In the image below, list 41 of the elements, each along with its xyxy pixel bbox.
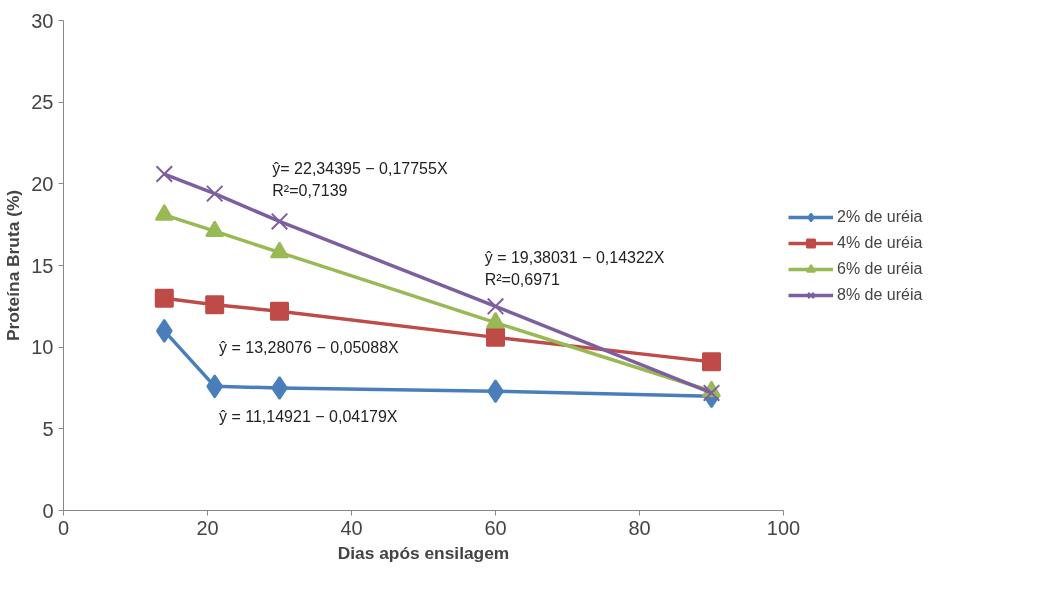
y-tick-label: 0 [42, 499, 54, 522]
point [155, 165, 174, 183]
annotation: R²=0,6971 [484, 270, 560, 288]
annotation: ŷ = 13,28076 − 0,05088X [219, 339, 400, 357]
legend-label: 6% de uréia [837, 260, 923, 278]
point [486, 297, 505, 316]
point [155, 318, 173, 343]
point [154, 288, 174, 308]
annotation: ŷ = 11,14921 − 0,04179X [219, 407, 398, 425]
legend-label: 2% de uréia [837, 208, 923, 226]
legend-label: 4% de uréia [837, 234, 923, 252]
point [270, 301, 289, 321]
y-tick-label: 30 [31, 9, 54, 32]
x-tick-label: 100 [766, 516, 801, 539]
point [154, 204, 174, 221]
annotation: ŷ = 19,38031 − 0,14322X [484, 248, 665, 266]
point [205, 220, 225, 238]
point [270, 212, 289, 231]
x-tick-label: 60 [484, 516, 507, 539]
x-tick-label: 40 [340, 516, 363, 539]
x-tick-label: 0 [57, 516, 70, 539]
point [702, 352, 721, 372]
y-tick-label: 25 [31, 91, 54, 114]
x-tick-label: 20 [196, 516, 219, 539]
y-axis-title: Proteína Bruta (%) [3, 189, 24, 342]
point [206, 374, 224, 399]
point [205, 184, 224, 203]
y-tick-label: 15 [31, 254, 54, 277]
y-tick-label: 10 [31, 336, 54, 359]
y-tick-label: 5 [42, 417, 54, 440]
point [205, 295, 225, 315]
point [270, 241, 289, 259]
x-axis-title: Dias após ensilagem [337, 542, 510, 563]
point [486, 327, 505, 347]
y-tick-label: 20 [31, 172, 54, 195]
annotation: R²=0,7139 [272, 182, 348, 200]
annotation: ŷ= 22,34395 − 0,17755X [272, 160, 448, 178]
legend-label: 8% de uréia [837, 286, 923, 304]
x-tick-label: 80 [628, 516, 651, 539]
point [271, 376, 288, 400]
point [702, 384, 721, 402]
